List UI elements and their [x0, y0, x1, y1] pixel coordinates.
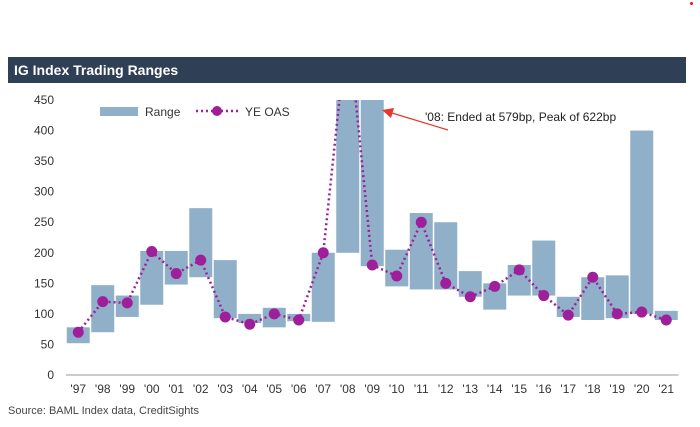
range-bar: [581, 277, 605, 320]
axes: 0 50 100 150 200 250 300 350 400 450 '97 '98 '99 '00 '…: [34, 93, 679, 396]
range-bar: [458, 271, 482, 297]
x-tick-label: '19: [609, 382, 625, 396]
ye-oas-point: [195, 254, 207, 266]
x-tick-label: '14: [487, 382, 503, 396]
x-tick-label: '15: [511, 382, 527, 396]
ye-oas-point: [391, 270, 403, 282]
range-bar: [483, 283, 507, 310]
ye-oas-point: [587, 271, 599, 283]
y-tick-label: 200: [34, 246, 54, 260]
y-tick-label: 100: [34, 307, 54, 321]
x-tick-label: '11: [414, 382, 429, 396]
range-bar: [630, 130, 654, 314]
x-tick-label: '03: [217, 382, 233, 396]
x-tick-label: '16: [536, 382, 552, 396]
ye-oas-point: [170, 268, 182, 280]
ye-oas-point: [97, 296, 109, 308]
legend-ye-oas-label: YE OAS: [245, 105, 290, 119]
range-bar: [311, 252, 335, 322]
x-tick-label: '05: [266, 382, 282, 396]
ye-oas-point: [489, 280, 501, 292]
range-bar: [189, 208, 213, 278]
x-tick-label: '99: [119, 382, 135, 396]
ye-oas-point: [611, 308, 623, 320]
x-tick-label: '20: [634, 382, 650, 396]
range-bar: [605, 275, 629, 319]
range-bar: [360, 100, 384, 267]
x-tick-label: '12: [438, 382, 454, 396]
chart-title: IG Index Trading Ranges: [14, 62, 179, 78]
ye-oas-line: [72, 100, 672, 338]
ye-oas-point: [513, 264, 525, 276]
range-bar: [164, 250, 188, 285]
range-bar: [507, 265, 531, 296]
source-note: Source: BAML Index data, CreditSights: [8, 405, 199, 417]
x-tick-label: '98: [95, 382, 111, 396]
x-tick-label: '17: [560, 382, 576, 396]
x-tick-label: '07: [315, 382, 331, 396]
range-bar: [385, 249, 409, 287]
range-bar: [91, 285, 115, 333]
legend-range-swatch: [100, 107, 138, 116]
ye-oas-point: [268, 308, 280, 320]
ye-oas-point: [121, 297, 133, 309]
annotation-arrow-line: [391, 112, 449, 131]
y-tick-label: 250: [34, 215, 54, 229]
range-bar: [409, 213, 433, 290]
ye-oas-point: [660, 314, 672, 326]
y-tick-label: 300: [34, 185, 54, 199]
ye-oas-point: [219, 311, 231, 323]
ye-oas-point: [244, 318, 256, 330]
y-tick-label: 150: [34, 276, 54, 290]
ye-oas-point: [636, 306, 648, 318]
x-tick-label: '97: [70, 382, 86, 396]
range-bar: [434, 222, 458, 290]
range-bar: [238, 313, 262, 324]
title-bar: IG Index Trading Ranges: [8, 57, 686, 83]
x-tick-label: '18: [585, 382, 601, 396]
y-tick-label: 450: [34, 93, 54, 107]
ye-oas-point: [72, 326, 84, 338]
legend: Range YE OAS: [100, 105, 290, 119]
x-tick-label: '06: [291, 382, 307, 396]
x-tick-label: '10: [389, 382, 405, 396]
legend-range-label: Range: [145, 105, 181, 119]
x-tick-label: '02: [193, 382, 209, 396]
range-bar: [532, 240, 556, 296]
ye-oas-point: [464, 291, 476, 303]
y-tick-label: 350: [34, 154, 54, 168]
y-tick-label: 50: [41, 337, 55, 351]
ye-oas-point: [440, 277, 452, 289]
ye-oas-point: [366, 259, 378, 271]
range-bar: [213, 260, 237, 319]
y-tick-label: 0: [47, 368, 54, 382]
x-tick-label: '00: [144, 382, 160, 396]
ye-oas-point: [293, 314, 305, 326]
ye-oas-point: [538, 290, 550, 302]
ye-oas-point: [415, 216, 427, 228]
corner-mark: [690, 2, 693, 5]
ye-oas-point: [146, 246, 158, 258]
x-tick-label: '21: [658, 382, 674, 396]
legend-ye-oas-marker: [212, 106, 222, 116]
annotation: '08: Ended at 579bp, Peak of 622bp: [382, 108, 616, 131]
x-tick-label: '01: [168, 382, 184, 396]
annotation-arrow-head: [382, 108, 394, 118]
x-tick-label: '08: [340, 382, 356, 396]
x-tick-label: '09: [364, 382, 380, 396]
ye-oas-point: [562, 309, 574, 321]
x-tick-label: '04: [242, 382, 258, 396]
range-bars: [66, 100, 678, 344]
annotation-text: '08: Ended at 579bp, Peak of 622bp: [425, 110, 616, 124]
ye-oas-point: [317, 247, 329, 259]
range-bar: [336, 100, 360, 253]
y-tick-label: 400: [34, 124, 54, 138]
x-tick-label: '13: [462, 382, 478, 396]
